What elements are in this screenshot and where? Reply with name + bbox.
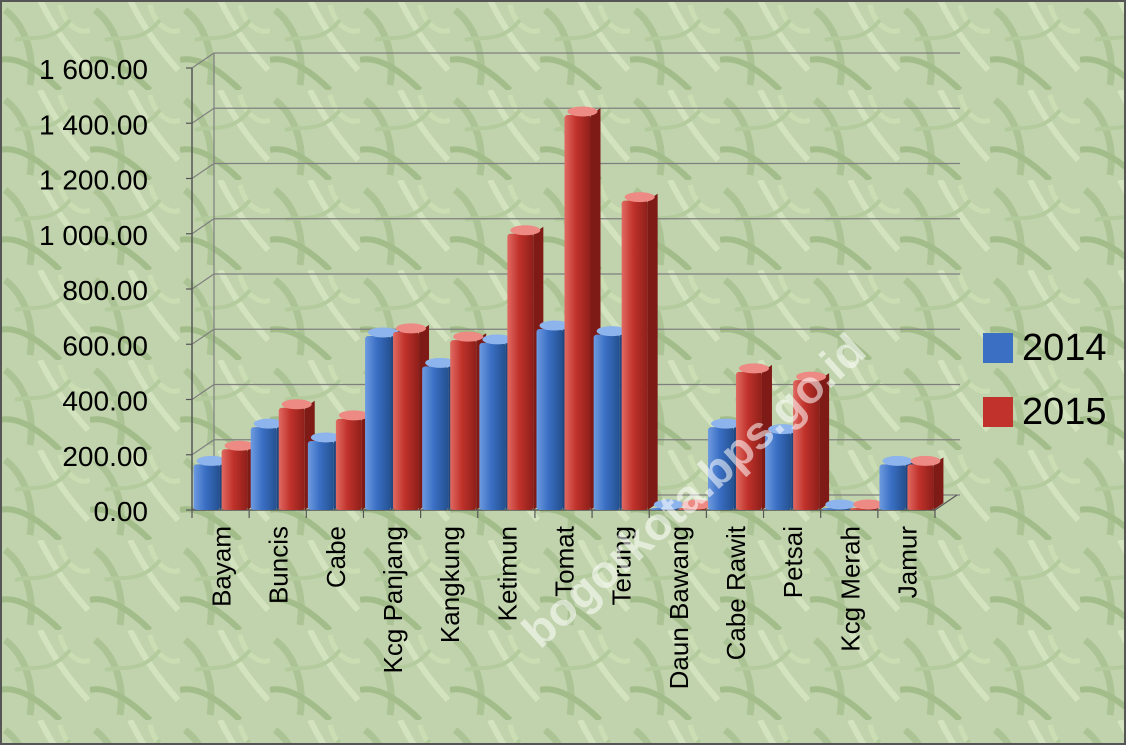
bar-2014-bayam bbox=[193, 464, 220, 510]
bar-top bbox=[224, 440, 255, 451]
x-tick-label: Petsai bbox=[778, 526, 808, 598]
legend-swatch bbox=[983, 333, 1013, 363]
bar-2015-kcg-panjang bbox=[393, 331, 420, 510]
bar-top bbox=[796, 371, 827, 382]
bar-2015-tomat bbox=[564, 114, 591, 511]
bar-top bbox=[596, 326, 627, 337]
bar-2014-kcg-panjang bbox=[365, 335, 392, 510]
gridline-side bbox=[191, 107, 215, 124]
bar-top bbox=[910, 455, 941, 466]
y-tick-label: 400.00 bbox=[62, 386, 148, 417]
gridline-side bbox=[191, 439, 215, 456]
bar-top bbox=[368, 327, 399, 338]
bar-2015-kangkung bbox=[450, 340, 477, 510]
bar-top bbox=[738, 363, 769, 374]
y-tick-label: 800.00 bbox=[62, 275, 148, 306]
bar-2014-buncis bbox=[250, 427, 277, 510]
gridline-side bbox=[191, 384, 215, 400]
y-tick-label: 1 000.00 bbox=[39, 220, 148, 251]
bar-2015-cabe-rawit bbox=[735, 371, 762, 510]
bar-2015-terung bbox=[621, 200, 648, 510]
bar-top bbox=[681, 499, 712, 510]
bar-2014-cabe-rawit bbox=[707, 427, 734, 510]
bar-top bbox=[710, 418, 741, 429]
bar-top bbox=[396, 323, 427, 334]
bar-2015-bayam bbox=[221, 449, 248, 510]
bar-top bbox=[853, 499, 884, 510]
bar-2014-tomat bbox=[536, 329, 563, 510]
bar-top bbox=[310, 432, 341, 443]
bar-top bbox=[825, 499, 856, 510]
bar-top bbox=[768, 424, 799, 435]
x-tick-label: Kangkung bbox=[435, 526, 465, 643]
legend-swatch bbox=[983, 397, 1013, 427]
bar-2015-ketimun bbox=[507, 233, 534, 510]
bar-top bbox=[453, 331, 484, 342]
gridline-side bbox=[191, 163, 215, 179]
bar-top bbox=[338, 410, 369, 421]
bar-2014-ketimun bbox=[479, 342, 506, 510]
x-tick-label: Tomat bbox=[550, 525, 580, 597]
legend-label: 2014 bbox=[1022, 327, 1107, 369]
bar-2014-terung bbox=[593, 334, 620, 510]
bar-side bbox=[647, 193, 658, 510]
bar-top bbox=[281, 399, 312, 410]
y-tick-label: 200.00 bbox=[62, 441, 148, 472]
x-tick-label: Buncis bbox=[264, 526, 294, 604]
bar-2015-jamur bbox=[907, 464, 934, 510]
y-tick-label: 600.00 bbox=[62, 330, 148, 361]
gridline-side bbox=[191, 273, 215, 290]
bar-top bbox=[425, 357, 456, 368]
bar-top bbox=[196, 455, 227, 466]
bar-2015-buncis bbox=[278, 407, 305, 510]
bar-side bbox=[819, 373, 830, 510]
bar-2015-cabe bbox=[335, 418, 362, 510]
bar-top bbox=[567, 106, 598, 117]
x-tick-label: Cabe bbox=[321, 526, 351, 588]
bar-top bbox=[539, 320, 570, 331]
x-tick-label: Ketimun bbox=[492, 526, 522, 621]
gridline-side bbox=[191, 218, 215, 235]
bar-2014-petsai bbox=[765, 432, 792, 510]
y-tick-label: 1 600.00 bbox=[39, 54, 148, 85]
gridline-side bbox=[191, 328, 215, 345]
bar-top bbox=[624, 192, 655, 203]
x-tick-label: Daun Bawang bbox=[664, 526, 694, 689]
bar-2015-petsai bbox=[793, 380, 820, 510]
bar-side bbox=[933, 457, 944, 510]
legend-label: 2015 bbox=[1022, 391, 1107, 433]
x-tick-label: Bayam bbox=[207, 526, 237, 607]
bar-top bbox=[510, 225, 541, 236]
x-tick-label: Kcg Panjang bbox=[378, 526, 408, 673]
x-axis-side bbox=[934, 494, 958, 511]
x-tick-label: Kcg Merah bbox=[835, 526, 865, 652]
bar-top bbox=[882, 455, 913, 466]
bar-top bbox=[653, 499, 684, 510]
gridline-side bbox=[191, 52, 215, 69]
bar-2014-kangkung bbox=[422, 366, 449, 510]
x-tick-label: Cabe Rawit bbox=[721, 525, 751, 660]
x-tick-label: Terung bbox=[607, 526, 637, 606]
bar-2014-cabe bbox=[307, 440, 334, 510]
y-tick-label: 1 200.00 bbox=[39, 165, 148, 196]
y-tick-label: 0.00 bbox=[94, 496, 149, 527]
y-tick-label: 1 400.00 bbox=[39, 109, 148, 140]
plot-area: 0.00 200.00 400.00 600.00 800.00 1 000.00 1 20… bbox=[39, 52, 1107, 689]
bar-2014-jamur bbox=[879, 464, 906, 510]
bar-top bbox=[253, 418, 284, 429]
bar-top bbox=[482, 334, 513, 345]
x-tick-label: Jamur bbox=[892, 526, 922, 599]
